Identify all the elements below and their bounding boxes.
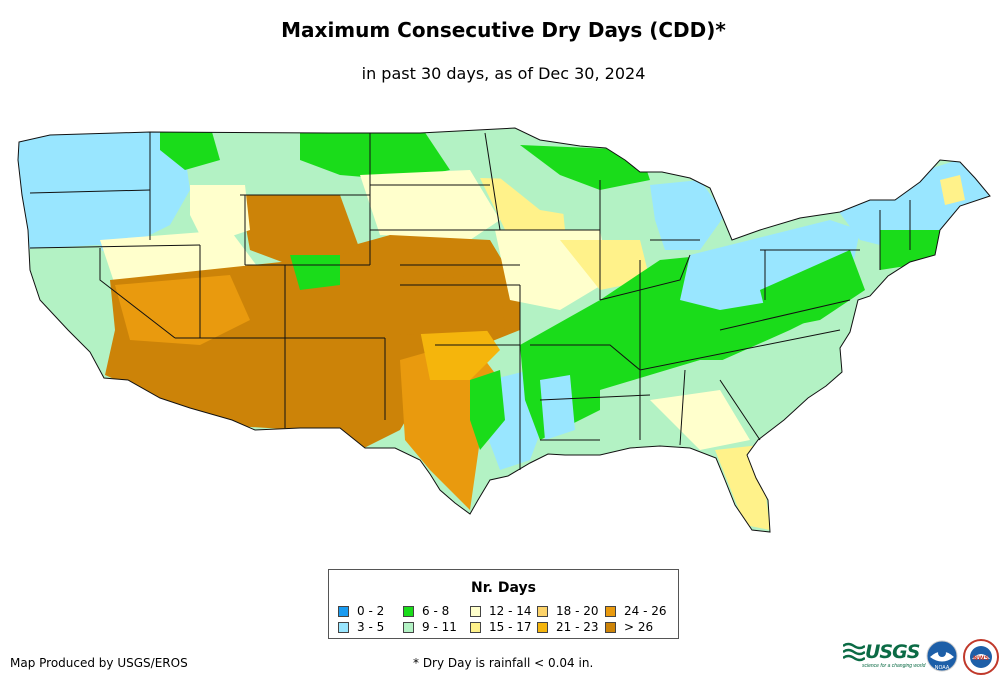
region-kansas-26 bbox=[400, 275, 505, 335]
legend-label: 9 - 11 bbox=[422, 620, 457, 634]
cdd-map bbox=[17, 127, 991, 533]
legend-swatch bbox=[403, 621, 414, 633]
legend-title: Nr. Days bbox=[471, 580, 536, 596]
legend-label: 15 - 17 bbox=[489, 620, 532, 634]
legend-swatch bbox=[470, 605, 481, 617]
legend-label: 3 - 5 bbox=[357, 620, 385, 634]
legend-swatch bbox=[537, 621, 548, 633]
legend-item-12-14: 12 - 14 bbox=[470, 604, 532, 618]
region-upper-midwest-green bbox=[520, 145, 650, 190]
legend-swatch bbox=[605, 621, 616, 633]
region-southwest-24 bbox=[115, 275, 250, 345]
region-montana-green bbox=[300, 128, 450, 180]
region-georgia-yellow bbox=[650, 390, 750, 450]
map-title: Maximum Consecutive Dry Days (CDD)* bbox=[281, 18, 726, 42]
legend-swatch bbox=[470, 621, 481, 633]
region-wyoming bbox=[240, 195, 360, 265]
region-wyoming-yellow bbox=[190, 185, 250, 245]
nws-logo: NWS bbox=[963, 639, 999, 675]
nws-logo-text: NWS bbox=[973, 655, 989, 662]
legend-box: Nr. Days 0 - 2 3 - 5 6 - 8 9 - 11 12 - 1… bbox=[328, 569, 679, 639]
legend-swatch bbox=[403, 605, 414, 617]
usgs-tagline: science for a changing world bbox=[862, 663, 926, 669]
legend-item-0-2: 0 - 2 bbox=[338, 604, 384, 618]
region-lower-miss-blue bbox=[540, 375, 575, 440]
region-michigan bbox=[650, 180, 725, 250]
region-colorado-green bbox=[290, 255, 340, 290]
legend-label: 21 - 23 bbox=[556, 620, 599, 634]
region-new-england-green bbox=[880, 230, 945, 270]
region-dakotas-yellow bbox=[360, 170, 500, 240]
region-maine-yellow bbox=[940, 175, 965, 205]
usgs-wordmark: USGS bbox=[865, 641, 920, 663]
legend-label: 12 - 14 bbox=[489, 604, 532, 618]
legend-label: 0 - 2 bbox=[357, 604, 385, 618]
legend-item-18-20: 18 - 20 bbox=[537, 604, 599, 618]
legend-item-21-23: 21 - 23 bbox=[537, 620, 599, 634]
legend-label: 18 - 20 bbox=[556, 604, 599, 618]
footnote-text: * Dry Day is rainfall < 0.04 in. bbox=[413, 656, 594, 670]
legend-swatch bbox=[338, 621, 349, 633]
region-california-north bbox=[18, 245, 120, 360]
region-pa-green bbox=[760, 250, 865, 330]
legend-swatch bbox=[338, 605, 349, 617]
legend-item-24-26: 24 - 26 bbox=[605, 604, 667, 618]
legend-label: > 26 bbox=[624, 620, 654, 634]
usgs-logo: USGS bbox=[843, 641, 920, 663]
region-montana-green-2 bbox=[160, 128, 220, 170]
region-texas-green bbox=[470, 370, 505, 450]
legend-item-15-17: 15 - 17 bbox=[470, 620, 532, 634]
legend-swatch bbox=[537, 605, 548, 617]
noaa-logo-text: NOAA bbox=[935, 665, 950, 671]
legend-swatch bbox=[605, 605, 616, 617]
region-missouri-yellow bbox=[560, 240, 650, 290]
legend-item-3-5: 3 - 5 bbox=[338, 620, 384, 634]
legend-item-6-8: 6 - 8 bbox=[403, 604, 449, 618]
legend-label: 6 - 8 bbox=[422, 604, 450, 618]
legend-item-26-plus: > 26 bbox=[605, 620, 653, 634]
noaa-logo: NOAA bbox=[926, 640, 958, 672]
legend-label: 24 - 26 bbox=[624, 604, 667, 618]
credit-text: Map Produced by USGS/EROS bbox=[10, 656, 188, 670]
region-texas-21 bbox=[420, 320, 500, 380]
state-boundaries bbox=[17, 127, 991, 533]
legend-item-9-11: 9 - 11 bbox=[403, 620, 457, 634]
map-subtitle: in past 30 days, as of Dec 30, 2024 bbox=[361, 64, 646, 83]
usgs-wave-icon bbox=[843, 642, 865, 662]
